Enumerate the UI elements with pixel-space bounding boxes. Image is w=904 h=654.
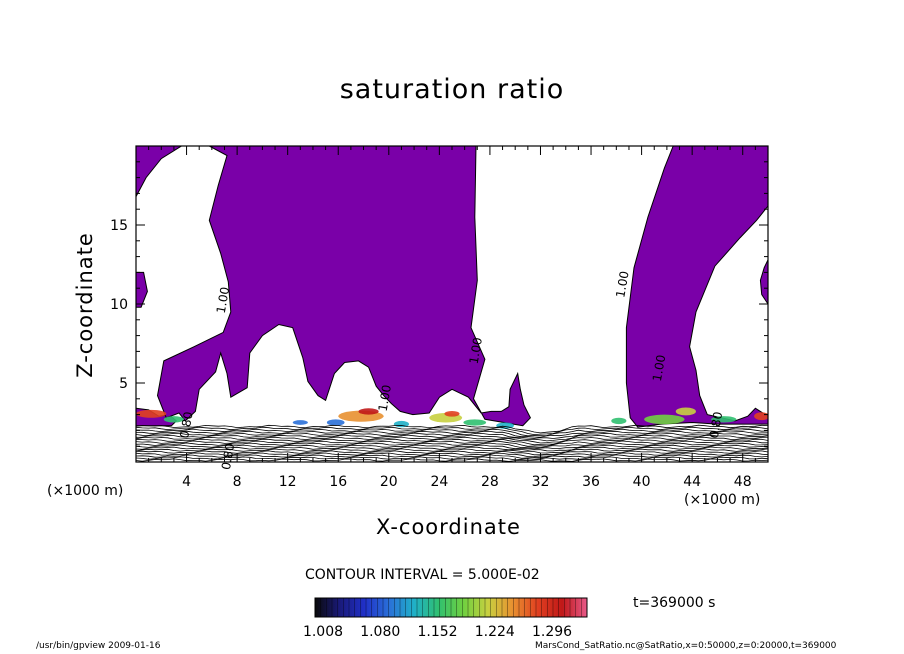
contour-line	[136, 446, 768, 452]
supersaturated-region	[156, 146, 532, 427]
z-axis-label: Z-coordinate	[73, 232, 97, 378]
contour-value-label: 1.00	[467, 336, 485, 365]
contour-value-label: 1.00	[214, 286, 232, 315]
contour-line	[136, 426, 768, 436]
saturation-field	[136, 146, 768, 462]
x-tick-label: 32	[532, 474, 550, 490]
saturation-spot	[358, 408, 379, 415]
saturation-spot	[136, 409, 167, 418]
z-tick-label: 5	[119, 376, 128, 392]
contour-line	[136, 442, 768, 449]
x-unit-label-left: (×1000 m)	[47, 483, 124, 499]
contour-line	[136, 428, 768, 437]
contour-value-label: 0.80	[177, 411, 195, 440]
supersaturated-region	[625, 146, 768, 428]
footer-source: MarsCond_SatRatio.nc@SatRatio,x=0:50000,…	[535, 641, 837, 651]
x-tick-label: 8	[233, 474, 242, 490]
saturation-spot	[463, 419, 487, 426]
supersaturated-region	[759, 259, 768, 305]
contour-line	[136, 438, 768, 446]
saturation-spot	[326, 419, 345, 426]
contour-line	[136, 432, 768, 439]
colorbar-frame	[314, 597, 588, 618]
contour-interval-label: CONTOUR INTERVAL = 5.000E-02	[305, 567, 540, 583]
contour-value-label: 1.00	[613, 270, 631, 299]
contour-value-label: 1.00	[650, 354, 668, 383]
x-tick-label: 24	[430, 474, 448, 490]
chart-title: saturation ratio	[339, 74, 565, 105]
contour-value-label: 1.00	[376, 384, 394, 413]
x-unit-label-right: (×1000 m)	[684, 492, 761, 508]
x-tick-label: 20	[380, 474, 398, 490]
saturation-spot	[711, 416, 737, 423]
saturation-spot	[292, 420, 308, 425]
contour-value-label: 0.80	[707, 411, 725, 440]
x-tick-label: 48	[734, 474, 752, 490]
contour-labels: 1.00 1.00 1.00 1.00 1.00 0.80 0.80 0.80	[177, 270, 725, 471]
colorbar-tick-label: 1.080	[360, 624, 401, 640]
contour-line	[136, 448, 768, 454]
contour-line	[136, 444, 768, 450]
x-tick-label: 40	[633, 474, 651, 490]
contour-line	[136, 434, 768, 442]
footer-command: /usr/bin/gpview 2009-01-16	[36, 641, 161, 651]
x-tick-label: 16	[329, 474, 347, 490]
contour-line	[136, 424, 768, 434]
contour-line	[136, 450, 768, 456]
z-tick-label: 15	[110, 218, 128, 234]
contour-line	[136, 436, 768, 444]
saturation-spot	[644, 414, 685, 425]
saturation-spot	[675, 407, 696, 416]
x-tick-label: 4	[182, 474, 191, 490]
supersaturated-region	[136, 146, 183, 197]
contour-line	[136, 454, 768, 459]
x-axis-label: X-coordinate	[376, 515, 521, 539]
time-label: t=369000 s	[633, 595, 716, 611]
saturation-spot	[754, 412, 768, 421]
colorbar-tick-label: 1.296	[532, 624, 573, 640]
saturation-spot	[611, 417, 627, 425]
x-tick-label: 28	[481, 474, 499, 490]
x-tick-label: 36	[582, 474, 600, 490]
z-axis: 5 10 15	[110, 161, 768, 447]
x-axis: 4 8 12 16 20 24 28 32 36 40 44 48	[148, 146, 756, 490]
z-tick-label: 10	[110, 297, 128, 313]
x-tick-label: 12	[279, 474, 297, 490]
x-tick-label: 44	[683, 474, 701, 490]
supersaturated-region	[136, 271, 148, 308]
contour-line	[136, 440, 768, 447]
contour-line	[136, 452, 768, 458]
colorbar	[314, 597, 588, 618]
saturation-spot	[444, 410, 460, 417]
colorbar-tick-label: 1.224	[474, 624, 515, 640]
contour-value-label: 0.80	[219, 442, 237, 471]
contour-line	[136, 430, 768, 438]
colorbar-tick-label: 1.152	[417, 624, 458, 640]
colorbar-tick-label: 1.008	[302, 624, 344, 640]
saturation-spot	[163, 416, 185, 423]
